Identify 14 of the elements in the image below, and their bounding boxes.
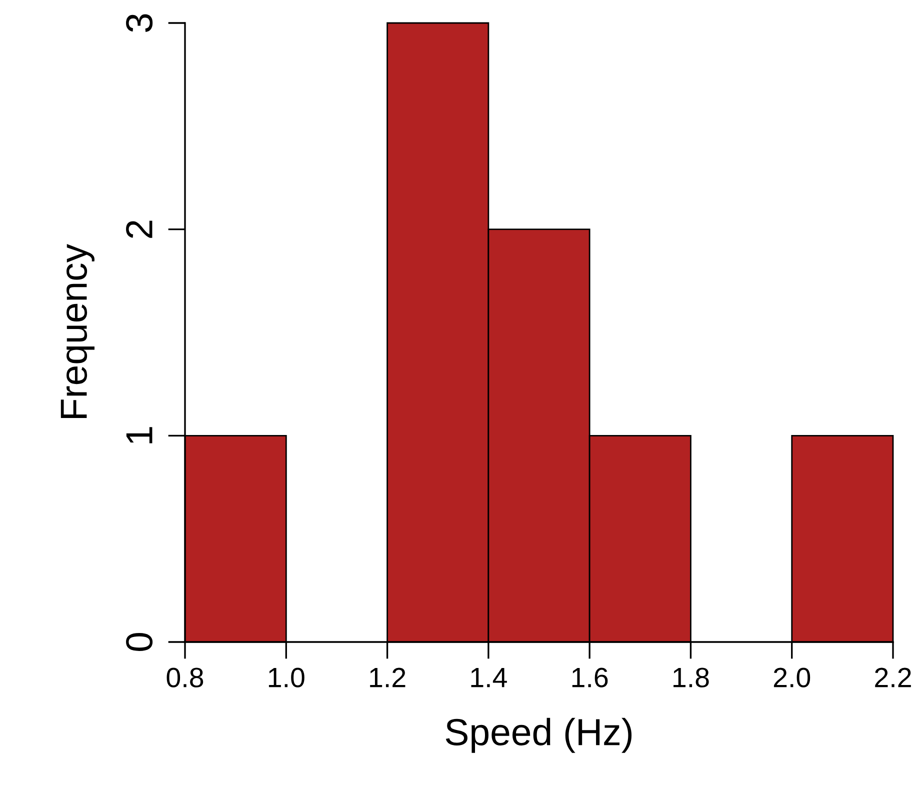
x-tick-label: 2.2: [875, 668, 911, 688]
x-tick-label: 1.2: [370, 668, 406, 688]
x-tick-label: 1.4: [471, 668, 507, 688]
x-tick-label: 1.0: [268, 668, 304, 688]
x-tick-label: 1.8: [674, 668, 709, 688]
x-tick-label: 2.0: [774, 668, 810, 688]
x-tick-label: 0.8: [166, 668, 204, 688]
x-axis-title: Speed (Hz): [446, 718, 632, 753]
y-axis-title: Frequency: [60, 244, 94, 418]
y-tick-label: 3: [126, 14, 153, 32]
y-tick-label: 2: [126, 220, 152, 238]
y-tick-label: 1: [126, 427, 152, 444]
x-tick-label: 1.6: [572, 668, 608, 688]
y-tick-label: 0: [126, 633, 153, 651]
